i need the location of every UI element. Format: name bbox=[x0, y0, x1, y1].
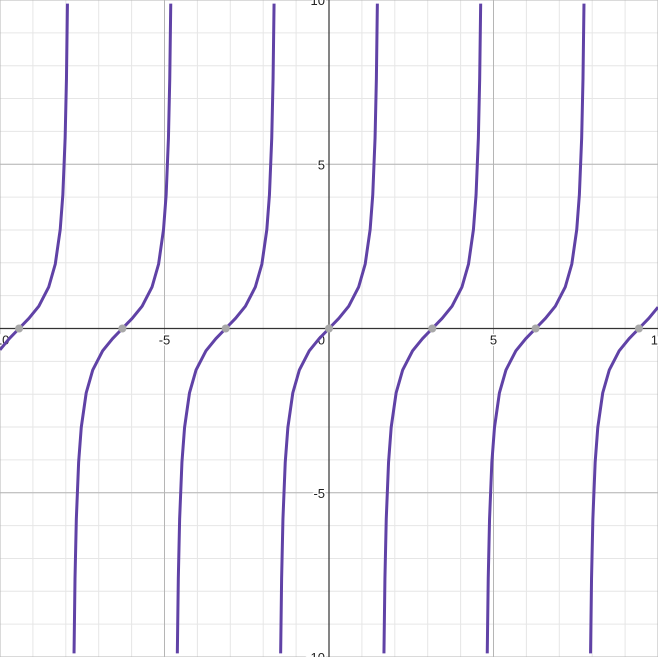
intercept-point bbox=[325, 324, 333, 333]
x-tick-label: 0 bbox=[318, 333, 325, 348]
y-tick-label: -10 bbox=[306, 650, 325, 657]
x-tick-label: -10 bbox=[0, 333, 9, 348]
intercept-point bbox=[15, 324, 24, 333]
intercept-point bbox=[221, 324, 230, 333]
y-tick-label: 10 bbox=[311, 0, 325, 8]
x-tick-label: -5 bbox=[159, 333, 171, 348]
intercept-point bbox=[634, 324, 643, 333]
x-tick-label: 5 bbox=[490, 333, 497, 348]
intercept-point bbox=[118, 324, 127, 333]
plot bbox=[0, 3, 658, 654]
y-tick-label: 5 bbox=[318, 157, 325, 172]
y-tick-label: -5 bbox=[313, 486, 325, 501]
x-tick-label: 10 bbox=[651, 333, 658, 348]
intercept-point bbox=[531, 324, 540, 333]
intercept-point bbox=[428, 324, 437, 333]
